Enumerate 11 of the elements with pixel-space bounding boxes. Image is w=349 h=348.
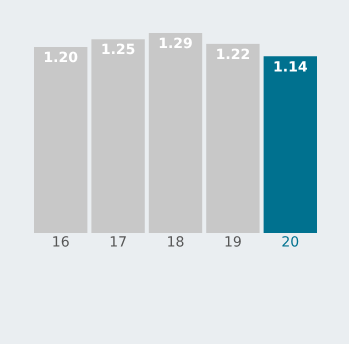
bar: [264, 56, 317, 233]
x-tick-label: 20: [281, 234, 300, 250]
bar: [91, 39, 145, 233]
x-tick-label: 17: [109, 234, 128, 250]
x-tick-label: 16: [52, 234, 70, 250]
bar: [34, 46, 88, 233]
bar: [206, 44, 260, 233]
data-label: 1.14: [273, 59, 308, 76]
bar: [148, 33, 202, 233]
x-tick-label: 19: [224, 234, 242, 250]
x-tick-label: 18: [166, 234, 184, 250]
